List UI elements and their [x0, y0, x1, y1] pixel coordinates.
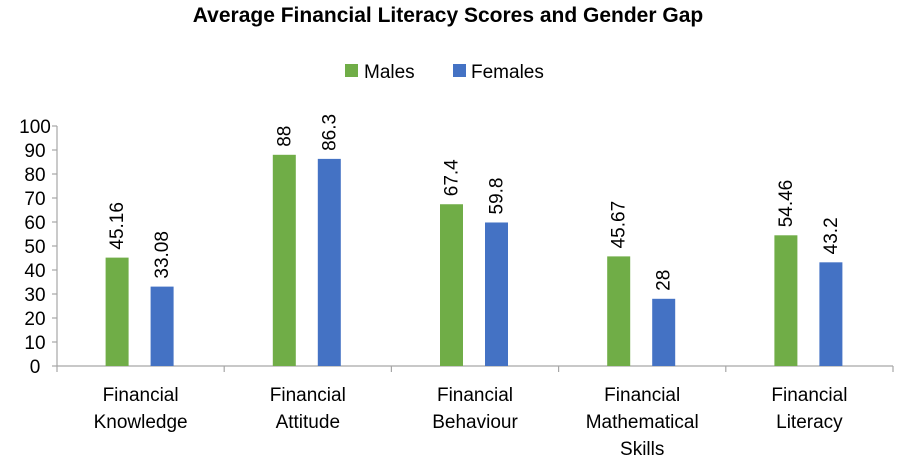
x-category-label-line: Mathematical [586, 412, 699, 433]
legend-swatch-males [345, 64, 358, 77]
bar-females [485, 222, 508, 366]
y-tick-label: 90 [24, 141, 45, 162]
x-category-label-line: Financial [270, 385, 346, 406]
data-label-males: 45.16 [107, 202, 128, 250]
bar-females [652, 298, 676, 366]
data-label-females: 43.2 [821, 217, 842, 254]
chart-title: Average Financial Literacy Scores and Ge… [193, 4, 703, 27]
data-labels: 45.16 88 67.4 45.67 54.46 33.08 86.3 59.8 28 43.2 [107, 114, 842, 291]
y-tick-label: 100 [19, 117, 51, 138]
bar-males [272, 154, 296, 366]
x-category-label-line: Attitude [276, 412, 340, 433]
x-category-label-line: Financial [437, 385, 513, 406]
data-label-females: 33.08 [152, 231, 173, 279]
legend-label-males: Males [364, 62, 415, 83]
x-category-label-line: Financial [103, 385, 179, 406]
x-category-label-line: Financial [771, 385, 847, 406]
x-category-label: Financial Literacy [771, 385, 847, 433]
x-category-label-line: Literacy [776, 412, 843, 433]
data-label-males: 67.4 [442, 159, 463, 196]
data-label-females: 28 [654, 270, 675, 291]
legend: Males Females [345, 62, 544, 83]
y-tick-label: 60 [24, 213, 45, 234]
y-axis: 0 10 20 30 40 50 60 70 80 90 100 [19, 117, 58, 378]
bar-females [317, 158, 341, 366]
bars [105, 154, 843, 366]
legend-swatch-females [453, 64, 466, 77]
y-tick-label: 40 [24, 261, 45, 282]
x-category-label: Financial Mathematical Skills [586, 385, 699, 460]
y-tick-label: 20 [24, 309, 45, 330]
bar-males [105, 257, 129, 366]
bar-males [440, 204, 463, 366]
x-category-label-line: Behaviour [432, 412, 518, 433]
legend-label-females: Females [471, 62, 544, 83]
y-tick-label: 10 [24, 333, 45, 354]
x-category-label-line: Financial [604, 385, 680, 406]
bar-females [150, 286, 174, 366]
y-tick-label: 30 [24, 285, 45, 306]
data-label-males: 45.67 [609, 201, 630, 249]
data-label-males: 54.46 [776, 180, 797, 228]
x-category-label: Financial Attitude [270, 385, 346, 433]
x-category-label: Financial Behaviour [432, 385, 518, 433]
x-category-label-line: Knowledge [94, 412, 188, 433]
y-tick-label: 0 [30, 357, 41, 378]
data-label-females: 59.8 [487, 177, 508, 214]
x-category-label-line: Skills [620, 439, 664, 460]
y-tick-label: 80 [24, 165, 45, 186]
x-category-label: Financial Knowledge [94, 385, 188, 433]
bar-males [607, 256, 631, 366]
data-label-males: 88 [274, 126, 295, 147]
y-tick-label: 70 [24, 189, 45, 210]
bar-males [774, 235, 798, 366]
bar-females [819, 262, 843, 366]
data-label-females: 86.3 [319, 114, 340, 151]
y-tick-label: 50 [24, 237, 45, 258]
